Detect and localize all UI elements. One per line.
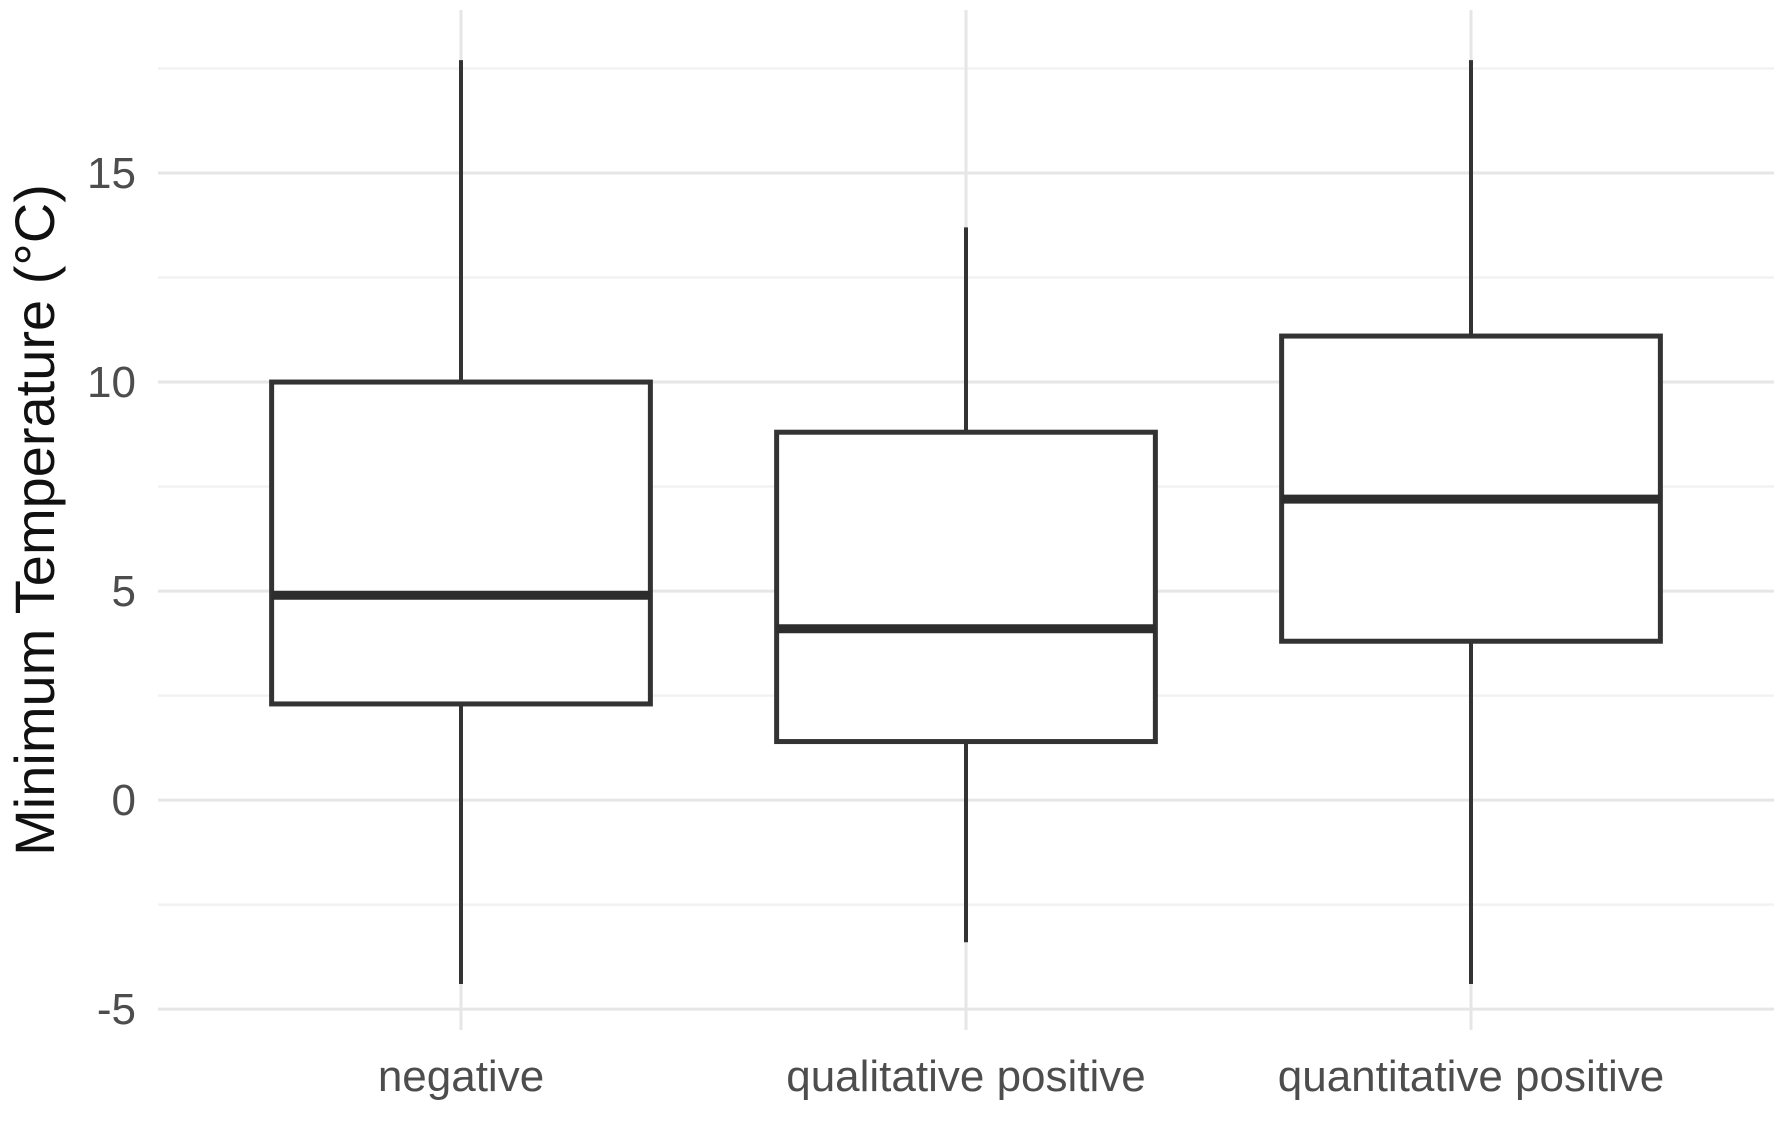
y-tick-label: -5	[97, 985, 136, 1034]
y-tick-label: 5	[112, 567, 136, 616]
x-category-label: negative	[378, 1052, 544, 1101]
boxplot-box	[774, 429, 1158, 745]
y-tick-label: 15	[87, 149, 136, 198]
x-category-label: quantitative positive	[1278, 1052, 1664, 1101]
boxplot-box	[269, 379, 653, 707]
y-tick-label: 0	[112, 776, 136, 825]
y-tick-label: 10	[87, 358, 136, 407]
y-axis-title: Minimum Temperature (°C)	[3, 184, 66, 856]
boxplot-box	[1279, 333, 1663, 644]
x-category-label: qualitative positive	[786, 1052, 1146, 1101]
